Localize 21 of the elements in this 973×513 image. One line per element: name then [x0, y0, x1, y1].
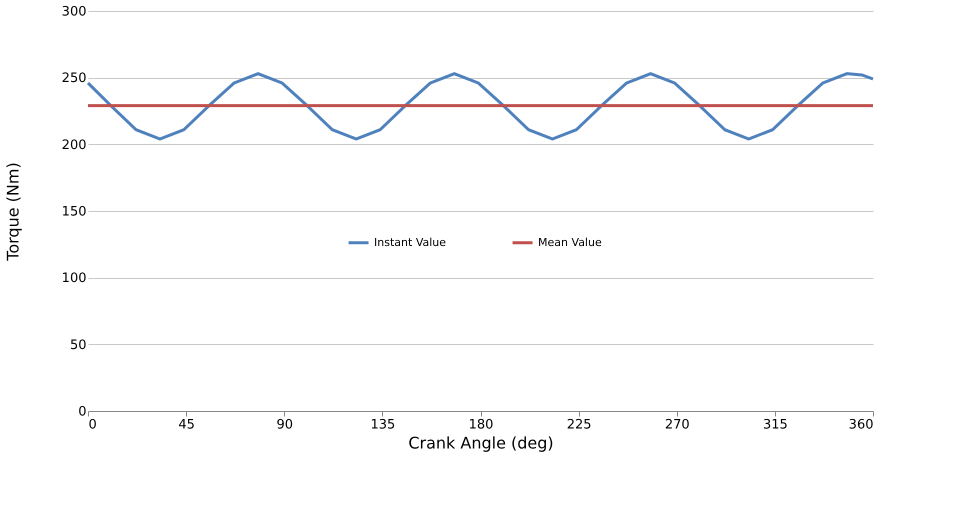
x-tick-label: 135: [370, 418, 396, 432]
y-tick-label: 100: [62, 271, 86, 286]
y-tick-label: 250: [62, 71, 86, 86]
y-axis-title: Torque (Nm): [4, 162, 23, 262]
y-tick-label: 300: [62, 4, 86, 20]
y-tick-label: 50: [70, 338, 86, 353]
legend-label: Instant Value: [374, 236, 446, 249]
legend-label: Mean Value: [538, 236, 602, 249]
x-tick-label: 360: [848, 418, 874, 432]
x-tick-label: 45: [178, 418, 195, 432]
x-tick-label: 180: [468, 418, 494, 432]
y-tick-label: 0: [78, 404, 86, 420]
x-tick-label: 90: [276, 418, 294, 432]
x-axis-title: Crank Angle (deg): [408, 434, 554, 452]
x-tick-label: 225: [566, 418, 592, 432]
y-tick-label: 200: [62, 138, 86, 153]
y-tick-label: 150: [62, 204, 86, 220]
x-tick-label: 315: [762, 418, 788, 432]
line-series: [86, 72, 874, 140]
x-tick-label: 270: [664, 418, 690, 432]
x-tick-label: 0: [88, 418, 97, 432]
